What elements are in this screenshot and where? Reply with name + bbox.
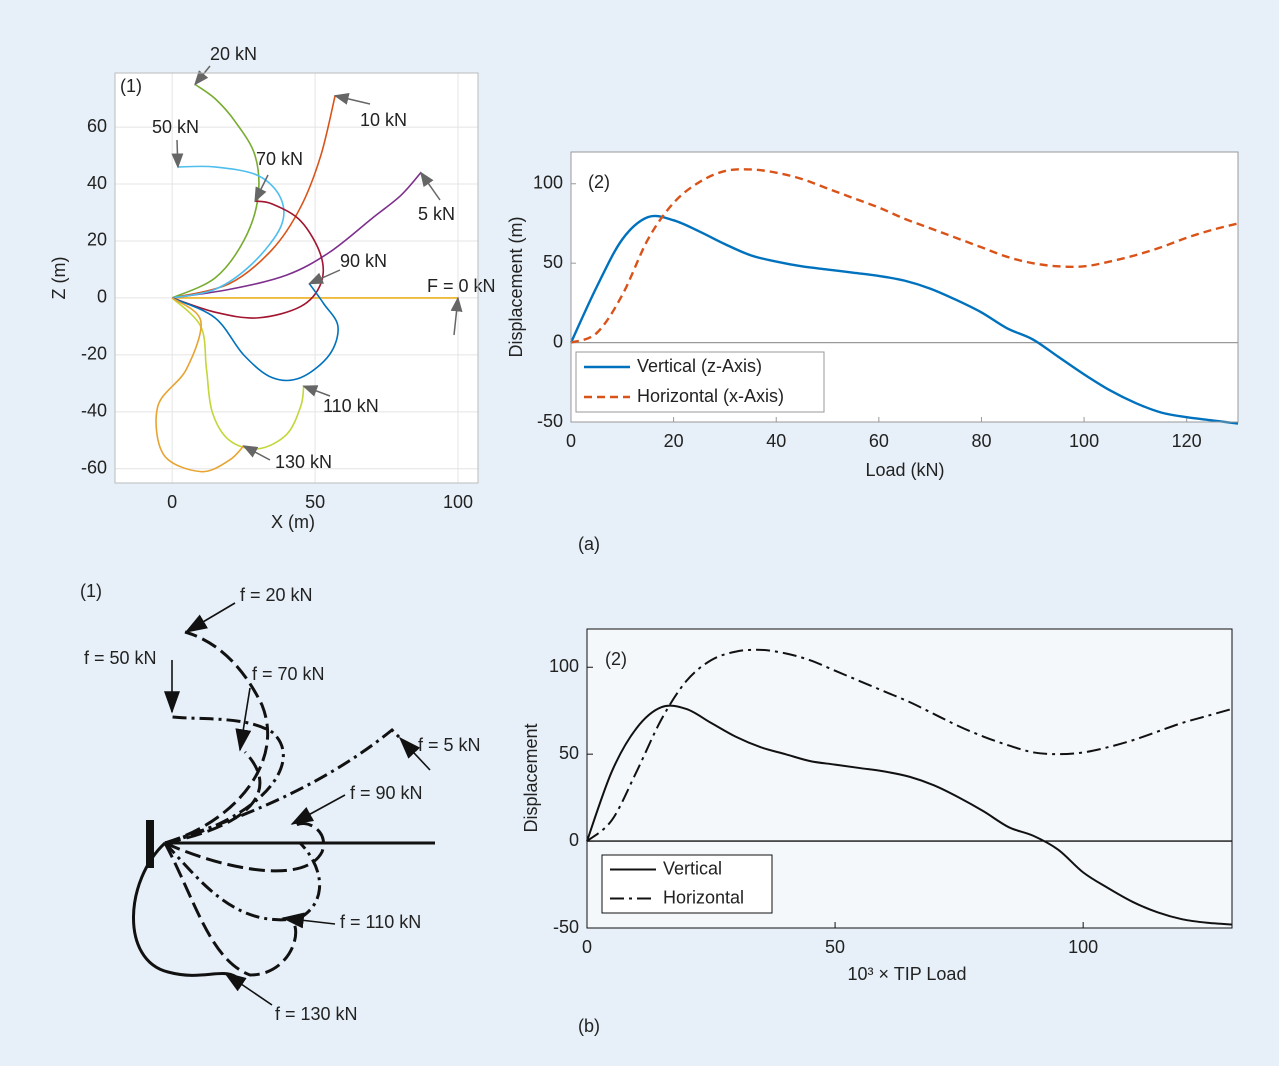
diagram-label: f = 130 kN [275, 1004, 358, 1024]
x-tick-label: 0 [167, 492, 177, 512]
panel-annotation: (1) [120, 76, 142, 96]
leader [184, 602, 236, 633]
x-tick-label: 100 [1068, 937, 1098, 957]
series-line [171, 95, 336, 299]
x-tick-label: 60 [869, 431, 889, 451]
series-line [586, 648, 1233, 842]
x-tick-label: 20 [664, 431, 684, 451]
curve-label: 10 kN [360, 110, 407, 130]
legend-label: Vertical (z-Axis) [637, 356, 762, 376]
annotation-arrow [302, 385, 331, 397]
curve-label: F = 0 kN [427, 276, 496, 296]
panel-annotation: (2) [588, 172, 610, 192]
x-axis-label: Load (kN) [865, 460, 944, 480]
y-tick-label: 50 [559, 743, 579, 763]
y-tick-label: 0 [553, 331, 563, 351]
caption: (a) [578, 534, 600, 554]
y-tick-label: 100 [549, 656, 579, 676]
curve-label: 130 kN [275, 452, 332, 472]
curve-label: 5 kN [418, 204, 455, 224]
curve-label: 20 kN [210, 44, 257, 64]
diagram-label: f = 20 kN [240, 585, 313, 605]
beam-90 [164, 822, 326, 873]
diagram-label: f = 70 kN [252, 664, 325, 684]
caption: (b) [578, 1016, 600, 1036]
y-tick-label: 0 [97, 287, 107, 307]
leader [290, 794, 346, 825]
beam-50 [164, 715, 285, 845]
leader [235, 687, 252, 752]
annotation-arrow [171, 139, 184, 169]
annotation-arrow [419, 171, 441, 201]
diagram-label: f = 50 kN [84, 648, 157, 668]
x-tick-label: 100 [443, 492, 473, 512]
series-line [172, 172, 422, 299]
x-axis-label: 10³ × TIP Load [848, 964, 967, 984]
y-tick-label: -50 [537, 411, 563, 431]
plot-frame [586, 628, 1233, 929]
annotation-arrow [307, 269, 341, 285]
y-tick-label: 50 [543, 252, 563, 272]
x-tick-label: 0 [566, 431, 576, 451]
y-tick-label: 0 [569, 830, 579, 850]
series-line [155, 297, 245, 473]
diagram-label: f = 110 kN [340, 912, 421, 932]
series-line [171, 283, 339, 382]
y-tick-label: 100 [533, 173, 563, 193]
diagram-label: f = 90 kN [350, 783, 423, 803]
panel-annotation: (2) [605, 649, 627, 669]
legend-label: Vertical [663, 858, 722, 878]
series-line [569, 214, 1239, 425]
curve-label: 110 kN [323, 396, 379, 416]
y-tick-label: 20 [87, 230, 107, 250]
plot-frame [114, 72, 479, 484]
legend-label: Horizontal (x-Axis) [637, 386, 784, 406]
annotation-arrow [242, 445, 271, 461]
leader [281, 912, 336, 929]
beam-20 [164, 630, 269, 845]
x-tick-label: 100 [1069, 431, 1099, 451]
y-tick-label: 40 [87, 173, 107, 193]
annotation-arrow [450, 296, 463, 336]
beam-110b [163, 842, 298, 977]
diagram-label: f = 5 kN [418, 735, 481, 755]
annotation-arrow [194, 65, 211, 86]
curve-label: 70 kN [256, 149, 303, 169]
x-tick-label: 80 [971, 431, 991, 451]
y-axis-label: Displacement (m) [506, 216, 526, 357]
x-tick-label: 50 [305, 492, 325, 512]
leader [398, 736, 431, 771]
legend-box [575, 351, 825, 413]
y-axis-label: Displacement [521, 723, 541, 832]
legend-box [601, 854, 773, 914]
curve-label: 90 kN [340, 251, 387, 271]
annotation-arrow [254, 174, 269, 203]
x-tick-label: 40 [766, 431, 786, 451]
diagram: (1) f = 20 kN f = 50 kN f = 70 kN f = 5 … [80, 581, 481, 1024]
y-tick-label: -50 [553, 917, 579, 937]
y-tick-label: 60 [87, 116, 107, 136]
x-axis-label: X (m) [271, 512, 315, 532]
curve-label: 50 kN [152, 117, 199, 137]
leader [223, 972, 273, 1006]
plot-frame [570, 151, 1239, 423]
plot-area [115, 73, 478, 483]
y-axis-label: Z (m) [49, 257, 69, 300]
legend-label: Horizontal [663, 887, 744, 907]
beam-70 [164, 750, 262, 845]
wall [146, 820, 154, 868]
x-tick-label: 50 [825, 937, 845, 957]
x-tick-label: 0 [582, 937, 592, 957]
series-line [172, 165, 285, 299]
y-tick-label: -40 [81, 401, 107, 421]
y-tick-label: -60 [81, 458, 107, 478]
beam-130 [132, 841, 242, 982]
series-line [586, 704, 1233, 926]
series-line [171, 297, 305, 450]
annotation-arrow [333, 93, 371, 105]
diagram-annotation: (1) [80, 581, 102, 601]
x-tick-label: 120 [1172, 431, 1202, 451]
y-tick-label: -20 [81, 344, 107, 364]
